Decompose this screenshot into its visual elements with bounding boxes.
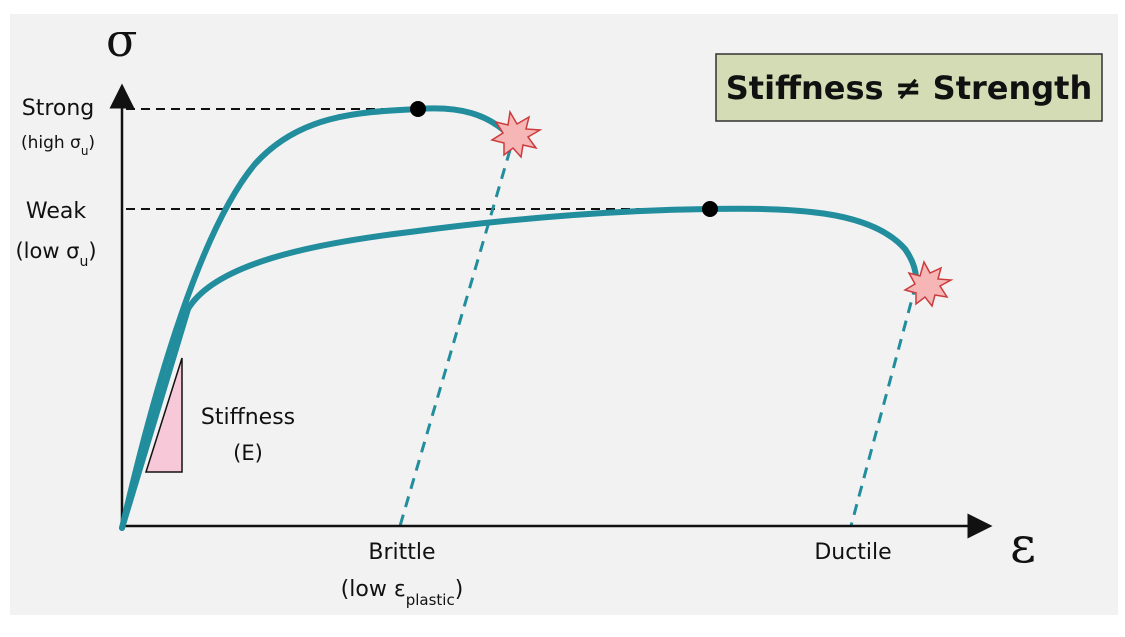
brittle-max-point bbox=[410, 101, 426, 117]
brittle-strong-curve bbox=[119, 105, 513, 531]
brittle-unloading-line bbox=[398, 149, 512, 527]
stiffness-label: Stiffness bbox=[201, 405, 295, 430]
ductile-fracture-burst bbox=[903, 260, 954, 308]
ductile-weak-curve bbox=[119, 205, 919, 531]
stiffness-symbol: (E) bbox=[233, 441, 263, 465]
brittle-subtext: (low εplastic) bbox=[341, 577, 464, 609]
strong-label: Strong bbox=[22, 96, 95, 121]
weak-subtext: (low σu) bbox=[15, 239, 96, 270]
ductile-label: Ductile bbox=[814, 540, 891, 565]
brittle-label: Brittle bbox=[368, 540, 435, 565]
ductile-unloading-line bbox=[849, 283, 918, 527]
title-callout-box bbox=[715, 53, 1103, 122]
strong-subtext: (high σu) bbox=[21, 133, 95, 158]
y-axis-symbol: σ bbox=[106, 14, 137, 67]
brittle-fracture-burst bbox=[490, 109, 543, 159]
x-axis-symbol: ε bbox=[1010, 516, 1036, 574]
diagram-stage: Stiffness ≠ Strength σ ε Strong (high σu… bbox=[10, 14, 1118, 615]
weak-label: Weak bbox=[26, 199, 86, 224]
stiffness-triangle bbox=[144, 357, 183, 473]
title-callout-text: Stiffness ≠ Strength bbox=[726, 69, 1093, 107]
stress-strain-diagram: Stiffness ≠ Strength σ ε Strong (high σu… bbox=[15, 14, 1103, 609]
ductile-max-point bbox=[702, 201, 718, 217]
